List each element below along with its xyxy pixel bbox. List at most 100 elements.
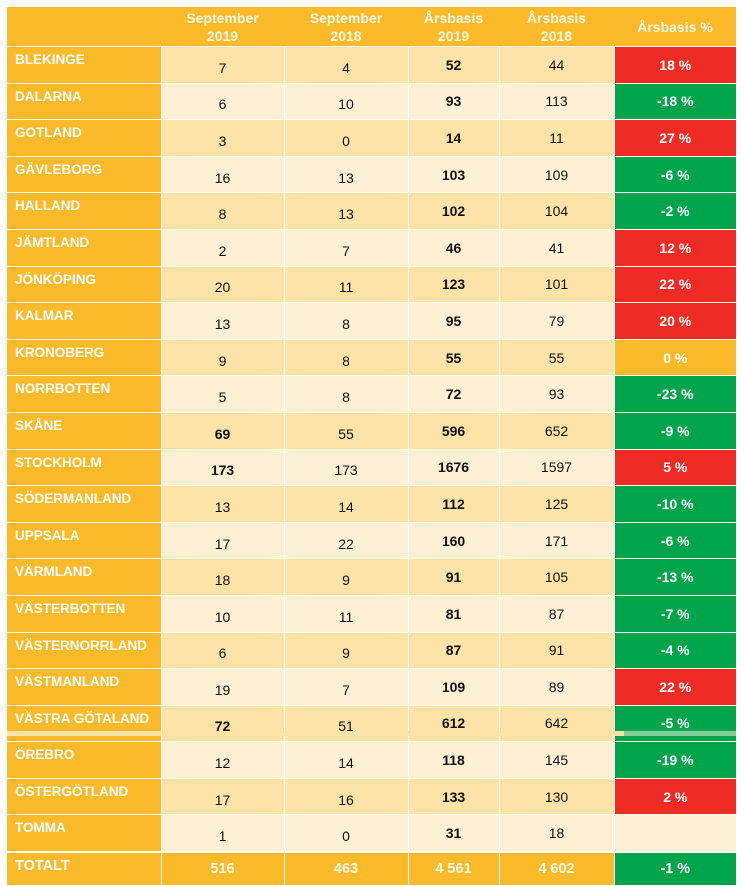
ars2019-cell: 112 xyxy=(407,485,500,523)
sep2018-cell: 0 xyxy=(283,814,409,853)
table-row: NORRBOTTEN 5 8 72 93 -23 % xyxy=(7,375,736,413)
sep2019-cell: 18 xyxy=(160,558,285,596)
ars-pct-cell: -9 % xyxy=(613,411,736,450)
sep2018-cell: 10 xyxy=(283,82,409,121)
ars2019-cell: 14 xyxy=(407,119,500,157)
sep2018-cell: 11 xyxy=(283,594,409,633)
sep2019-cell: 6 xyxy=(160,82,285,121)
table-row: VÄSTMANLAND 19 7 109 89 22 % xyxy=(7,668,736,706)
ars-pct-cell: -2 % xyxy=(613,192,736,230)
ars-pct-cell: 12 % xyxy=(613,228,736,267)
sep2018-cell: 173 xyxy=(283,448,409,487)
table-row: VÄSTRA GÖTALAND 72 51 612 642 -5 % xyxy=(7,704,736,743)
ars2018-cell: 55 xyxy=(498,338,615,377)
ars-pct-cell: 2 % xyxy=(613,777,736,816)
ars2018-cell: 642 xyxy=(498,704,615,743)
table-row: ÖREBRO 12 14 118 145 -19 % xyxy=(7,741,736,779)
ars2018-cell: 87 xyxy=(498,594,615,633)
ars2018-cell: 1597 xyxy=(498,448,615,487)
sep2018-cell: 9 xyxy=(283,558,409,596)
header-sep2018-line1: September xyxy=(309,9,383,26)
ars-pct-cell: 22 % xyxy=(613,265,736,304)
table-row: JÄMTLAND 2 7 46 41 12 % xyxy=(7,228,736,267)
ars2018-cell: 18 xyxy=(498,814,615,853)
ars2018-cell: 145 xyxy=(498,741,615,779)
ars2018-cell: 171 xyxy=(498,521,615,560)
ars-pct-cell: 18 % xyxy=(613,46,736,84)
total-sep2018: 463 xyxy=(283,851,409,886)
region-name: VÄSTRA GÖTALAND xyxy=(7,704,162,743)
sep2018-cell: 16 xyxy=(283,777,409,816)
header-sep2018: September 2018 xyxy=(284,7,408,47)
ars2019-cell: 87 xyxy=(407,631,500,670)
table-row: KALMAR 13 8 95 79 20 % xyxy=(7,302,736,340)
total-ars2018: 4 602 xyxy=(498,851,615,886)
ars2019-cell: 81 xyxy=(407,594,500,633)
sep2019-cell: 3 xyxy=(160,119,285,157)
ars2019-cell: 596 xyxy=(407,411,500,450)
table-row: DALARNA 6 10 93 113 -18 % xyxy=(7,82,736,121)
ars2018-cell: 101 xyxy=(498,265,615,304)
ars2019-cell: 612 xyxy=(407,704,500,743)
ars-pct-cell: -10 % xyxy=(613,485,736,523)
region-name: GOTLAND xyxy=(7,119,162,157)
sep2019-cell: 9 xyxy=(160,338,285,377)
ars2019-cell: 93 xyxy=(407,82,500,121)
ars2018-cell: 109 xyxy=(498,155,615,194)
header-ars2019-line2: 2019 xyxy=(437,27,470,44)
ars2018-cell: 41 xyxy=(498,228,615,267)
header-ars2018-line1: Årsbasis xyxy=(526,9,587,26)
ars2019-cell: 52 xyxy=(407,46,500,84)
sep2019-cell: 2 xyxy=(160,228,285,267)
header-sep2019: September 2019 xyxy=(161,7,284,47)
sep2019-cell: 6 xyxy=(160,631,285,670)
sep2018-cell: 7 xyxy=(283,228,409,267)
header-ars2019: Årsbasis 2019 xyxy=(408,7,499,47)
table-row: SKÅNE 69 55 596 652 -9 % xyxy=(7,411,736,450)
region-name: ÖREBRO xyxy=(7,741,162,779)
sep2019-cell: 7 xyxy=(160,46,285,84)
sep2019-cell: 5 xyxy=(160,375,285,413)
sep2018-cell: 14 xyxy=(283,485,409,523)
ars-pct-cell: -7 % xyxy=(613,594,736,633)
ars-pct-cell: 5 % xyxy=(613,448,736,487)
sep2018-cell: 0 xyxy=(283,119,409,157)
header-sep2018-line2: 2018 xyxy=(330,27,362,44)
ars2019-cell: 118 xyxy=(407,741,500,779)
ars2019-cell: 1676 xyxy=(407,448,500,487)
ars2019-cell: 102 xyxy=(407,192,500,230)
ars2018-cell: 91 xyxy=(498,631,615,670)
ars-pct-cell: -5 % xyxy=(613,704,736,743)
ars2019-cell: 95 xyxy=(407,302,500,340)
table-row: KRONOBERG 9 8 55 55 0 % xyxy=(7,338,736,377)
table-row: SÖDERMANLAND 13 14 112 125 -10 % xyxy=(7,485,736,523)
sep2019-cell: 72 xyxy=(160,704,285,743)
table-row: VÄRMLAND 18 9 91 105 -13 % xyxy=(7,558,736,596)
total-ars2019: 4 561 xyxy=(407,851,500,886)
ars2018-cell: 44 xyxy=(498,46,615,84)
ars-pct-cell: 20 % xyxy=(613,302,736,340)
header-ars2018-line2: 2018 xyxy=(540,27,573,44)
ars2019-cell: 109 xyxy=(407,668,500,706)
sep2019-cell: 13 xyxy=(160,302,285,340)
table-body: BLEKINGE 7 4 52 44 18 % DALARNA 6 10 93 113 -18 % GO… xyxy=(7,46,736,886)
header-sep2019-line1: September xyxy=(186,9,259,26)
ars2019-cell: 31 xyxy=(407,814,500,853)
sep2019-cell: 10 xyxy=(160,594,285,633)
ars-pct-cell: 27 % xyxy=(613,119,736,157)
ars2018-cell: 93 xyxy=(498,375,615,413)
region-name: ÖSTERGÖTLAND xyxy=(7,777,162,816)
bottom-strip-green xyxy=(624,731,736,736)
ars2018-cell: 130 xyxy=(498,777,615,816)
sep2019-cell: 17 xyxy=(160,521,285,560)
ars2019-cell: 133 xyxy=(407,777,500,816)
ars-pct-cell: 0 % xyxy=(613,338,736,377)
ars-pct-cell: -19 % xyxy=(613,741,736,779)
ars-pct-cell: -13 % xyxy=(613,558,736,596)
sep2018-cell: 22 xyxy=(283,521,409,560)
sep2019-cell: 17 xyxy=(160,777,285,816)
ars2019-cell: 123 xyxy=(407,265,500,304)
sep2018-cell: 13 xyxy=(283,192,409,230)
region-name: SÖDERMANLAND xyxy=(7,485,162,523)
header-row: September 2019 September 2018 Årsbasis 2019… xyxy=(7,7,736,47)
